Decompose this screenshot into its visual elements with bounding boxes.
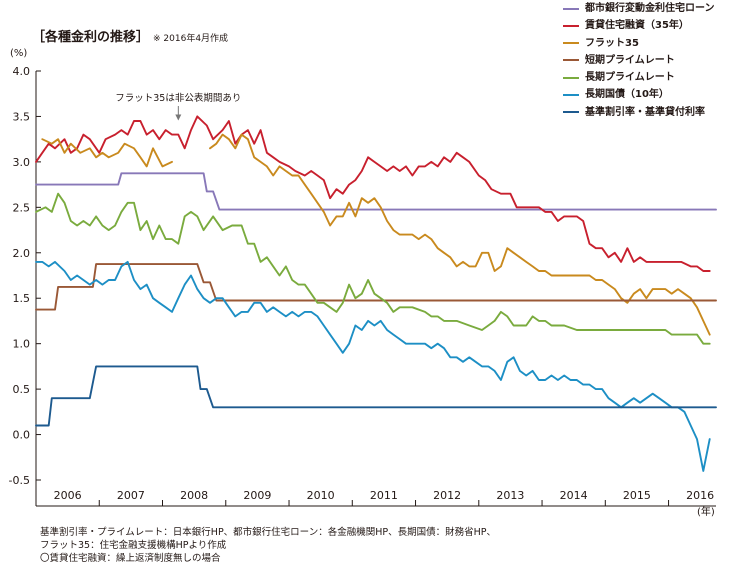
y-tick-label: -0.5: [9, 474, 30, 487]
x-tick-label: 2013: [496, 489, 524, 502]
series-line: [35, 260, 711, 472]
x-tick-label: 2007: [117, 489, 145, 502]
y-tick-label: 2.5: [13, 201, 31, 214]
series-line: [35, 263, 717, 311]
annotation: フラット35は非公表期間あり: [115, 92, 241, 121]
source-notes: 基準割引率・プライムレート：日本銀行HP、都市銀行住宅ローン：各金融機関HP、長…: [40, 526, 496, 565]
y-tick-label: 3.0: [13, 156, 31, 169]
legend-swatch: [563, 59, 579, 62]
legend-item: 短期プライムレート: [563, 52, 730, 69]
series-line: [35, 115, 711, 272]
legend-swatch: [563, 24, 579, 27]
legend-swatch: [563, 76, 579, 79]
x-axis-unit: (年): [697, 507, 715, 518]
creation-note: ※ 2016年4月作成: [153, 34, 229, 44]
y-tick-label: 3.5: [13, 110, 31, 123]
x-tick-label: 2012: [433, 489, 461, 502]
x-tick-label: 2016: [686, 489, 714, 502]
x-tick-label: 2009: [243, 489, 271, 502]
legend-label: 長期国債（10年）: [585, 89, 669, 101]
legend-swatch: [563, 7, 579, 10]
legend-swatch: [563, 93, 579, 96]
source-note-line: 〇賃貸住宅融資：繰上返済制度無しの場合: [40, 553, 221, 564]
legend-label: 基準割引率・基準貸付利率: [585, 106, 705, 118]
y-tick-label: 1.0: [13, 338, 31, 351]
source-note-line: 基準割引率・プライムレート：日本銀行HP、都市銀行住宅ローン：各金融機関HP、長…: [40, 527, 496, 538]
x-tick-label: 2010: [307, 489, 335, 502]
x-tick-label: 2014: [560, 489, 588, 502]
legend-item: 賃貸住宅融資（35年）: [563, 17, 730, 34]
legend-label: フラット35: [585, 37, 639, 49]
legend-item: 基準割引率・基準貸付利率: [563, 104, 730, 121]
axes: 4.0 3.5 3.0 2.5 2.0 1.5 1.0 0.5 0.0 -0.5 2006 2007 2…: [9, 65, 716, 507]
legend: 都市銀行変動金利住宅ローン 賃貸住宅融資（35年） フラット35 短期プライムレート長…: [563, 0, 730, 121]
y-tick-label: 4.0: [13, 65, 31, 78]
y-tick-label: 0.0: [13, 429, 31, 442]
series-line: [41, 133, 711, 336]
legend-item: 都市銀行変動金利住宅ローン: [563, 0, 730, 17]
series-lines: [35, 115, 717, 472]
legend-label: 都市銀行変動金利住宅ローン: [585, 3, 715, 14]
source-note-line: フラット35：住宅金融支援機構HPより作成: [40, 540, 227, 551]
y-tick-label: 0.5: [13, 383, 31, 396]
annotation-arrowhead: [175, 114, 182, 121]
legend-item: 長期プライムレート: [563, 69, 730, 86]
chart-title-text: ［各種金利の推移］: [32, 30, 150, 45]
legend-label: 短期プライムレート: [585, 54, 675, 66]
x-tick-label: 2011: [370, 489, 398, 502]
series-line: [35, 172, 717, 211]
series-line: [35, 365, 717, 427]
legend-item: 長期国債（10年）: [563, 86, 730, 103]
x-tick-label: 2008: [180, 489, 208, 502]
legend-label: 賃貸住宅融資（35年）: [585, 20, 689, 32]
legend-label: 長期プライムレート: [585, 72, 675, 84]
legend-swatch: [563, 42, 579, 45]
x-tick-label: 2006: [54, 489, 82, 502]
y-axis-unit: (%): [10, 48, 28, 59]
legend-item: フラット35: [563, 35, 730, 52]
series-line: [35, 192, 711, 345]
y-tick-label: 2.0: [13, 247, 31, 260]
y-tick-label: 1.5: [13, 292, 31, 305]
legend-swatch: [563, 111, 579, 114]
annotation-text: フラット35は非公表期間あり: [115, 92, 241, 104]
x-tick-label: 2015: [623, 489, 651, 502]
chart-title: ［各種金利の推移］ ※ 2016年4月作成: [32, 26, 228, 45]
